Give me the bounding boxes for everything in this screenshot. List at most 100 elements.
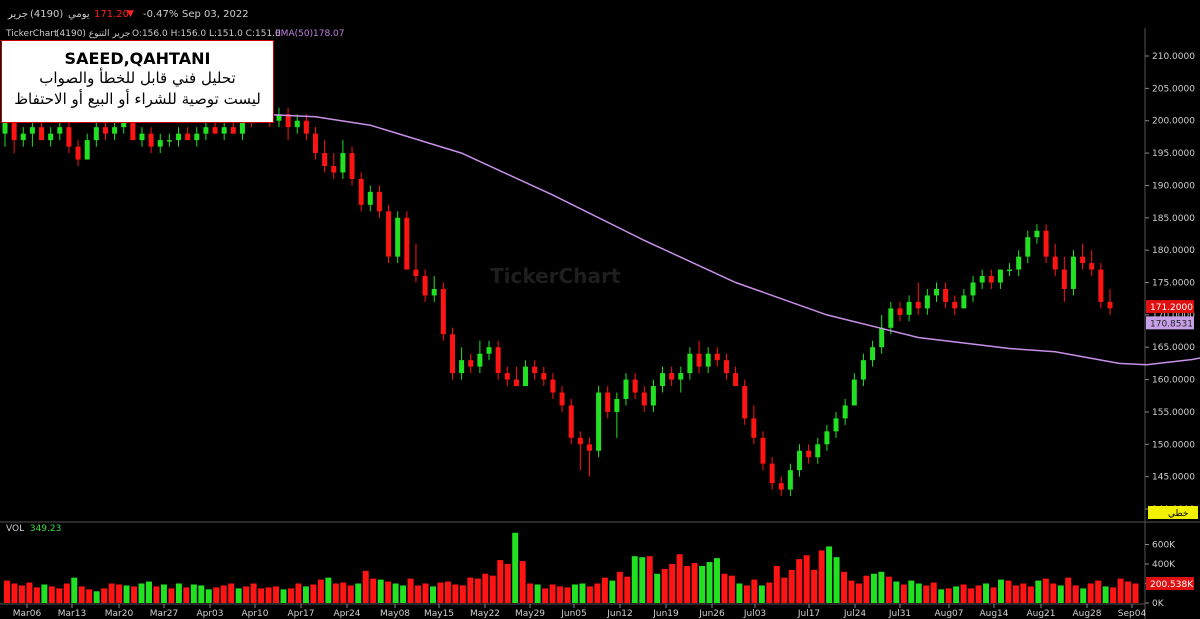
candle-body — [121, 120, 127, 128]
candle-body — [276, 114, 282, 121]
volume-bar — [1110, 587, 1117, 603]
candle-body — [577, 437, 583, 445]
candle-body — [897, 308, 903, 315]
volume-bar — [968, 588, 975, 603]
volume-bar — [63, 583, 70, 603]
candle-body — [797, 450, 803, 471]
volume-bar — [56, 588, 63, 603]
time-tick-label: Apr10 — [241, 609, 268, 619]
candle-body — [523, 366, 529, 387]
volume-bar — [616, 571, 623, 603]
candle-body — [20, 133, 26, 141]
volume-bar — [71, 577, 78, 603]
instrument-subheader: TickerChart جرير التنوع (4190) O:156.0 H… — [0, 28, 1145, 40]
candle-body — [504, 373, 510, 380]
candle-body — [495, 347, 501, 374]
annotation-box: SAEED,QAHTANI تحليل فني قابل للخطأ والصو… — [1, 40, 274, 123]
volume-bar — [631, 556, 638, 603]
volume-bar — [983, 583, 990, 603]
price-tick-label: 160.0000 — [1152, 376, 1195, 386]
volume-bar — [586, 586, 593, 603]
volume-bar — [856, 583, 862, 603]
candle-body — [230, 127, 236, 134]
price-tick-label: 165.0000 — [1152, 343, 1195, 353]
volume-bar — [572, 584, 578, 603]
candle-body — [11, 120, 17, 141]
volume-bar — [504, 564, 511, 603]
candle-body — [842, 405, 848, 419]
volume-bar — [250, 583, 257, 603]
volume-bar — [893, 581, 900, 603]
volume-bar — [317, 579, 324, 603]
candle-body — [988, 276, 994, 283]
price-tick-label: 200.0000 — [1152, 117, 1195, 127]
volume-bar — [48, 586, 55, 603]
candle-body — [431, 288, 437, 296]
volume-bar — [347, 585, 354, 603]
ohlc-readout: O:156.0 H:156.0 L:151.0 C:151.0 — [132, 29, 281, 39]
volume-bar — [138, 583, 145, 603]
candle-body — [733, 373, 739, 387]
price-tick-label: 190.0000 — [1152, 181, 1195, 191]
header-date: Sep 03, 2022 — [182, 9, 249, 20]
candle-body — [559, 392, 565, 406]
candle-body — [112, 127, 118, 134]
candle-body — [532, 366, 538, 374]
candle-body — [787, 470, 793, 490]
ema-label: EMA(50) — [275, 29, 314, 39]
candle-body — [239, 114, 245, 134]
candle-body — [714, 353, 720, 361]
candle-body — [596, 392, 602, 451]
candle-body — [860, 360, 866, 380]
time-tick-label: Jun26 — [698, 609, 725, 619]
volume-bar — [714, 558, 720, 603]
volume-bar — [870, 573, 877, 603]
candle-body — [39, 127, 45, 141]
down-arrow-icon: ▼ — [127, 9, 134, 19]
volume-bar — [183, 587, 190, 603]
volume-bar — [265, 587, 272, 603]
candle-body — [166, 140, 172, 142]
volume-bar — [669, 564, 676, 603]
volume-bar — [422, 583, 429, 603]
volume-bar — [773, 565, 780, 603]
candle-body — [477, 353, 483, 367]
candle-body — [906, 301, 912, 315]
candle-body — [568, 405, 574, 438]
last-price-tag — [1146, 300, 1194, 314]
candle-body — [952, 301, 958, 309]
volume-tick-label: 400K — [1152, 560, 1176, 570]
candle-body — [84, 140, 90, 160]
watermark: TickerChart — [490, 264, 621, 288]
time-tick-label: Jul03 — [743, 609, 766, 619]
time-tick-label: Aug14 — [979, 609, 1008, 619]
candle-body — [513, 379, 519, 387]
volume-bar — [407, 578, 414, 603]
candle-body — [806, 450, 812, 458]
volume-bar — [728, 575, 735, 603]
volume-bar — [213, 587, 220, 603]
candle-body — [632, 379, 638, 393]
time-tick-label: May15 — [424, 609, 454, 619]
candle-body — [1089, 263, 1095, 270]
volume-value: 349.23 — [29, 524, 62, 534]
time-tick-label: May08 — [380, 609, 410, 619]
candle-body — [93, 127, 99, 141]
volume-bar — [848, 580, 855, 603]
ema-value: 178.07 — [313, 29, 345, 39]
candle-body — [1043, 230, 1049, 257]
candle-body — [176, 133, 182, 141]
price-tick-label: 195.0000 — [1152, 149, 1195, 159]
volume-bar — [482, 573, 489, 603]
volume-bar — [594, 583, 601, 603]
candle-body — [130, 120, 136, 141]
volume-bar — [273, 586, 280, 603]
candle-body — [1107, 301, 1113, 309]
volume-bar — [863, 575, 870, 603]
volume-bar — [639, 557, 646, 603]
candle-body — [586, 444, 592, 451]
volume-bar — [751, 579, 758, 603]
ema-price-tag-label: 170.8531 — [1150, 319, 1193, 329]
volume-bar — [706, 562, 713, 603]
